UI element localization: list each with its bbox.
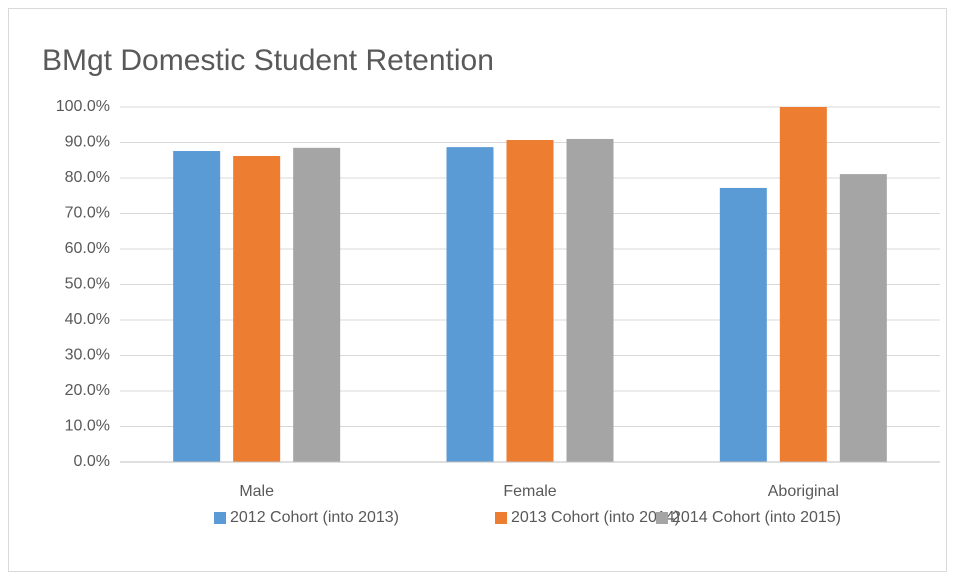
legend-swatch — [214, 512, 226, 524]
bar — [779, 107, 827, 462]
bar — [173, 151, 221, 462]
bar — [839, 174, 887, 462]
y-tick-label: 10.0% — [65, 418, 110, 435]
x-tick-label: Female — [503, 483, 556, 500]
chart-title: BMgt Domestic Student Retention — [42, 44, 494, 77]
bar — [446, 147, 494, 463]
y-tick-label: 30.0% — [65, 347, 110, 364]
legend-label: 2014 Cohort (into 2015) — [672, 509, 841, 526]
bar — [566, 138, 614, 462]
y-tick-label: 80.0% — [65, 169, 110, 186]
y-tick-label: 70.0% — [65, 205, 110, 222]
legend-swatch — [656, 512, 668, 524]
legend-label: 2013 Cohort (into 2014) — [511, 509, 680, 526]
bar — [233, 155, 281, 463]
y-tick-label: 0.0% — [74, 453, 110, 470]
legend-label: 2012 Cohort (into 2013) — [230, 509, 399, 526]
y-tick-label: 90.0% — [65, 134, 110, 151]
y-tick-label: 100.0% — [56, 98, 110, 115]
bar — [506, 140, 554, 462]
y-tick-label: 50.0% — [65, 276, 110, 293]
y-tick-label: 20.0% — [65, 382, 110, 399]
x-tick-label: Aboriginal — [768, 483, 839, 500]
y-tick-label: 40.0% — [65, 311, 110, 328]
x-tick-label: Male — [239, 483, 274, 500]
legend-swatch — [495, 512, 507, 524]
y-tick-label: 60.0% — [65, 240, 110, 257]
bar — [293, 147, 341, 462]
bar — [719, 187, 767, 462]
